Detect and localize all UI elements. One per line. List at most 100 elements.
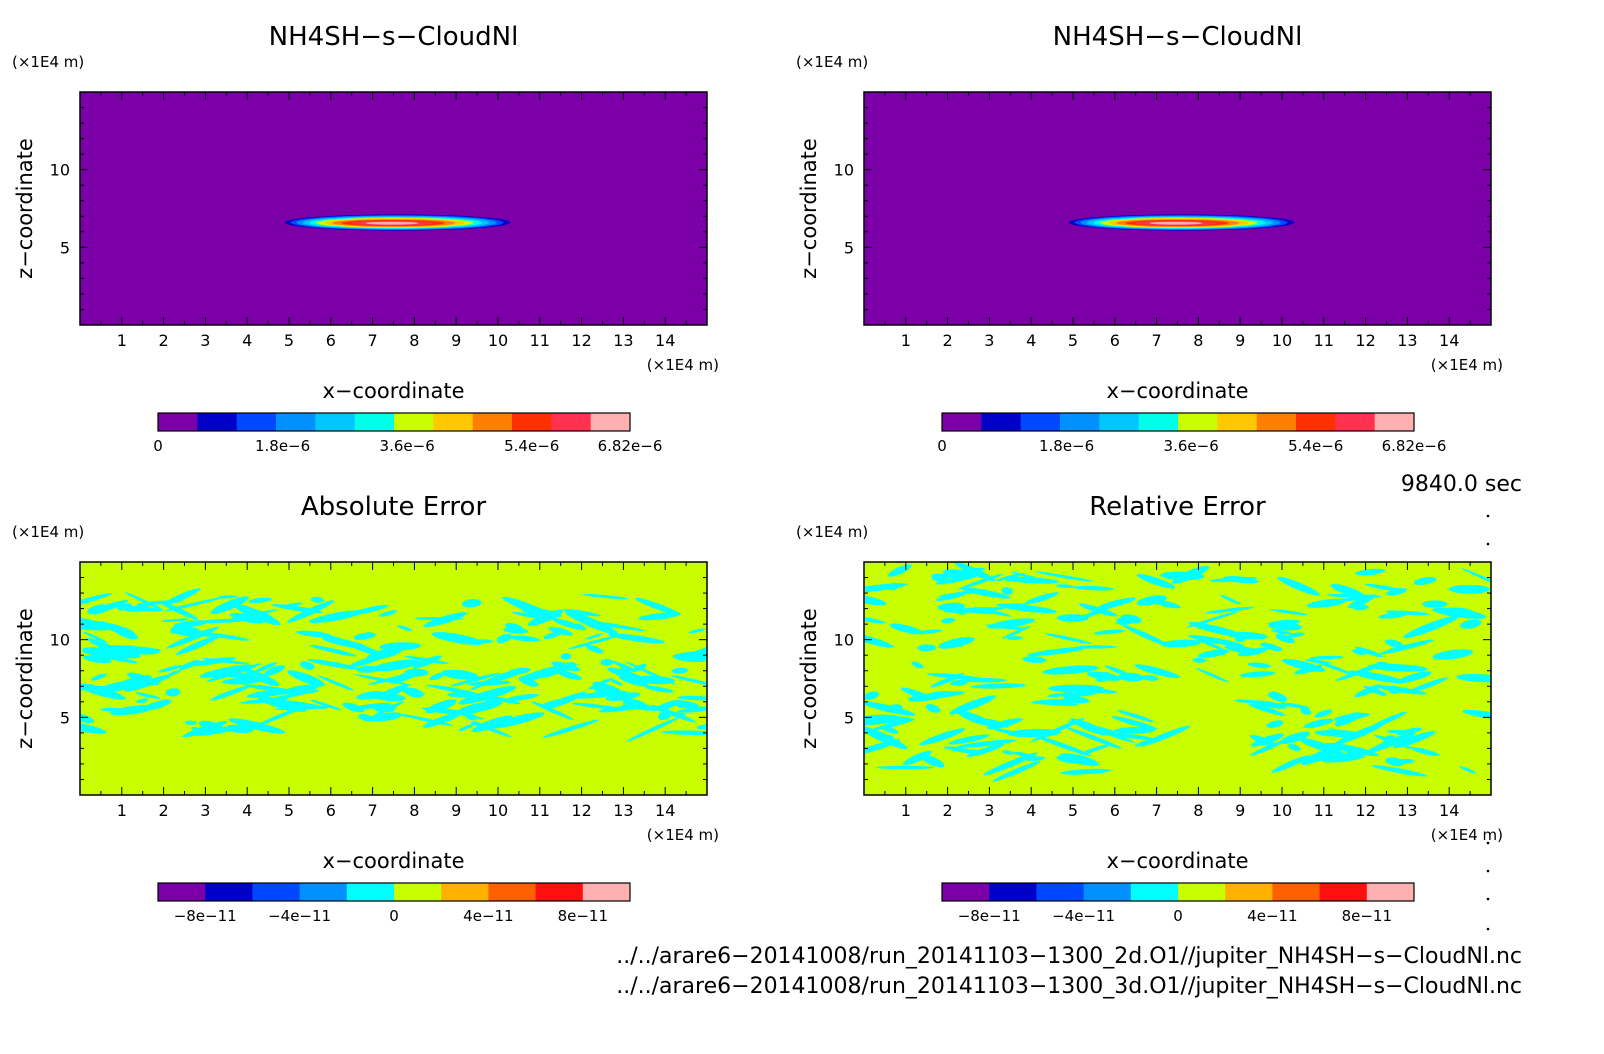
colorbar-swatch: [1217, 413, 1258, 431]
colorbar-frame: [157, 412, 631, 432]
margin-dot: [1486, 514, 1490, 518]
error-blob: [160, 601, 199, 620]
error-blob: [441, 669, 479, 680]
colorbar-swatch: [394, 883, 442, 901]
x-tick-label: 5: [1068, 801, 1078, 820]
error-blob: [509, 635, 541, 642]
error-blob: [1294, 664, 1323, 675]
colorbar-swatch: [1366, 883, 1415, 901]
error-blob: [243, 684, 302, 694]
error-blob: [254, 610, 274, 621]
error-blob: [1209, 576, 1258, 583]
error-blob: [165, 597, 223, 612]
error-blob: [671, 667, 688, 674]
error-blob: [354, 702, 392, 710]
error-blob: [412, 655, 442, 669]
error-blob: [353, 632, 376, 640]
error-blob: [1192, 657, 1207, 663]
error-blob: [588, 677, 613, 690]
margin-dot: [1486, 897, 1490, 901]
error-blob: [202, 658, 251, 665]
error-blob: [1136, 574, 1176, 589]
error-blob: [1056, 754, 1090, 764]
error-blob: [471, 715, 513, 733]
colorbar-swatch: [512, 413, 552, 431]
colorbar-swatch: [488, 883, 537, 901]
error-blob: [1171, 565, 1210, 584]
x-tick-label: 14: [655, 801, 675, 820]
colorbar: −8e−11 −4e−11 0 4e−11 8e−11: [941, 882, 1415, 925]
x-tick-label: 9: [451, 331, 461, 350]
y-axis-label: z−coordinate: [797, 138, 821, 279]
error-blob: [1192, 636, 1226, 651]
y-tick-label: 5: [60, 238, 70, 257]
error-blob: [1396, 727, 1423, 735]
error-blob: [503, 627, 529, 634]
colorbar-tick-label: 8e−11: [558, 907, 608, 925]
error-blob: [351, 604, 389, 615]
error-blob: [1287, 632, 1305, 638]
error-blob: [458, 724, 474, 732]
error-blob: [1224, 645, 1262, 655]
colorbar-tick-label: 6.82e−6: [1382, 437, 1447, 455]
error-blob: [1334, 723, 1385, 745]
error-blob: [644, 685, 674, 693]
error-blob: [610, 679, 623, 686]
error-blob: [585, 645, 604, 654]
error-blob: [560, 653, 572, 660]
error-blob: [1354, 684, 1382, 698]
error-blob: [1330, 583, 1364, 598]
error-blob: [1188, 635, 1244, 647]
error-blob: [356, 691, 384, 700]
error-blob: [1060, 768, 1112, 775]
error-blob: [1006, 636, 1023, 640]
error-blob: [1385, 639, 1404, 648]
error-blob: [1079, 743, 1113, 755]
error-blob: [1398, 671, 1432, 683]
error-blob: [248, 597, 272, 604]
field-background: [864, 92, 1491, 325]
x-tick-label: 7: [1152, 331, 1162, 350]
y-tick-label: 5: [60, 708, 70, 727]
colorbar-swatch: [1099, 413, 1140, 431]
error-blob: [371, 659, 421, 672]
error-blob: [287, 670, 325, 687]
x-tick-label: 12: [1355, 801, 1375, 820]
colorbar-tick-label: 5.4e−6: [504, 437, 559, 455]
error-blob: [1271, 755, 1310, 773]
colorbar-tick-label: 1.8e−6: [1039, 437, 1094, 455]
error-blob: [445, 709, 485, 720]
error-blob: [374, 701, 404, 716]
colorbar-swatch: [989, 883, 1037, 901]
error-blob: [548, 626, 573, 636]
error-blob: [911, 629, 943, 635]
error-blob: [864, 691, 879, 700]
error-blob: [984, 718, 1009, 728]
x-tick-label: 7: [368, 801, 378, 820]
error-blob: [992, 760, 1041, 782]
error-blob: [1048, 684, 1104, 693]
error-blob: [574, 623, 586, 631]
error-blob: [404, 655, 450, 665]
error-blob: [127, 602, 155, 611]
x-tick-label: 8: [409, 331, 419, 350]
error-blob: [542, 719, 600, 738]
error-blob: [1352, 649, 1367, 655]
panel-2: 1 2 3 4 5 6 7 8 9 10 11 12 13 14510NH4SH−s−CloudNl(×1…: [796, 22, 1503, 455]
error-blob: [429, 672, 445, 681]
panel-1: 1 2 3 4 5 6 7 8 9 10 11 12 13 14510NH4SH−s−CloudNl(×1…: [12, 22, 719, 455]
colorbar-swatch: [472, 413, 513, 431]
file-path-2d: ../../arare6−20141008/run_20141103−1300_…: [616, 944, 1522, 969]
colorbar-swatch: [276, 413, 316, 431]
error-blob: [1141, 675, 1159, 681]
error-blob: [1001, 587, 1013, 595]
error-blob: [229, 612, 265, 624]
error-blob: [1387, 685, 1401, 694]
error-blob: [210, 596, 249, 614]
error-blob: [188, 657, 236, 667]
colorbar-swatch: [441, 883, 489, 901]
x-tick-label: 4: [242, 801, 252, 820]
error-blob: [1042, 665, 1099, 675]
error-blob: [1250, 733, 1284, 747]
